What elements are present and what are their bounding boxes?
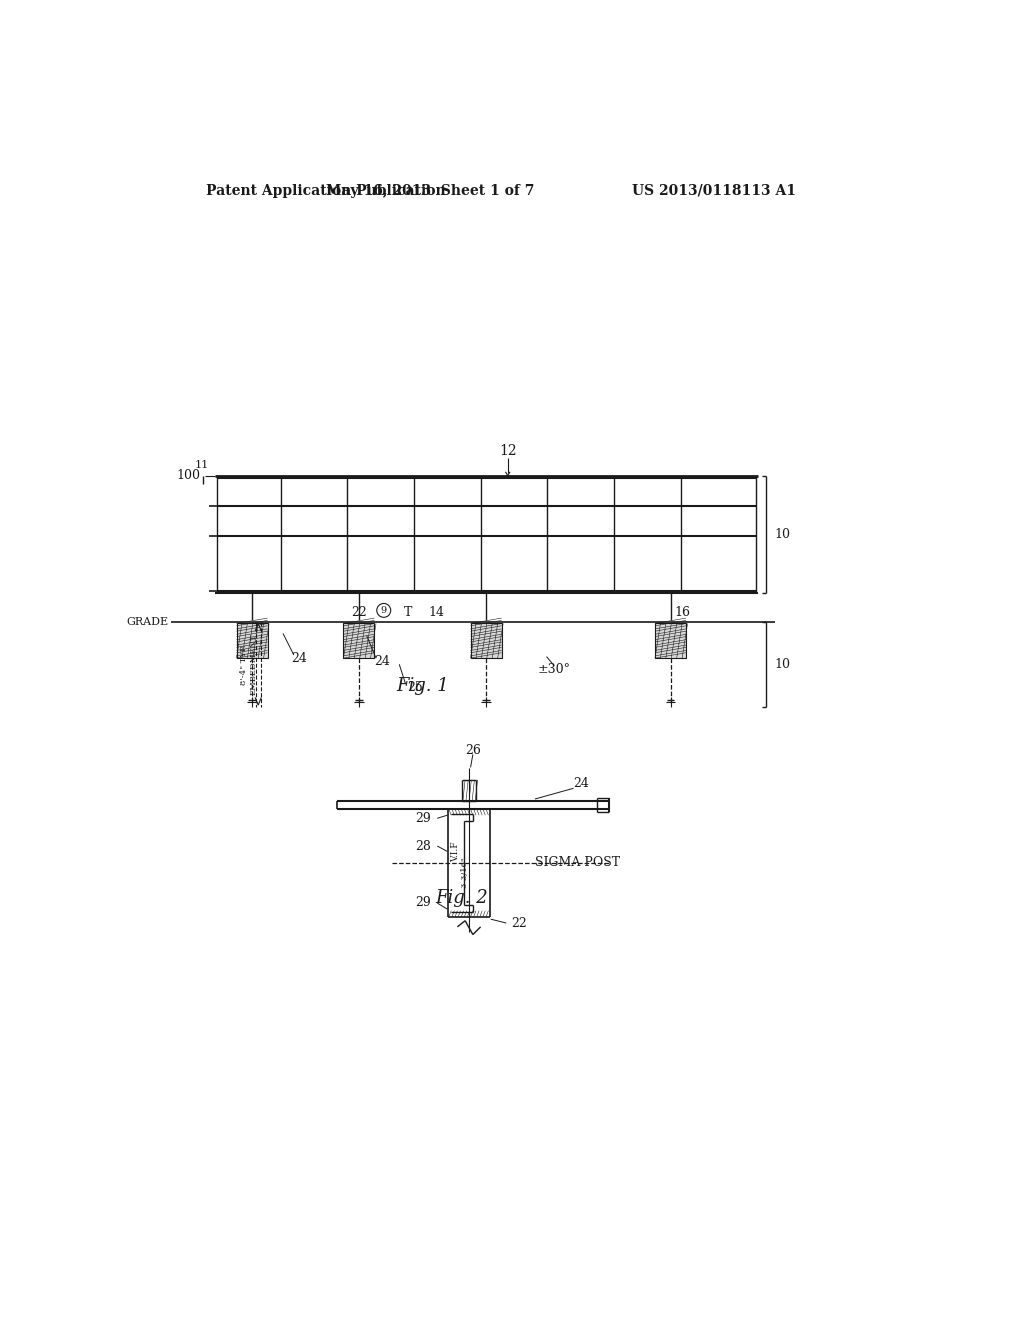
Text: May 16, 2013  Sheet 1 of 7: May 16, 2013 Sheet 1 of 7 xyxy=(326,183,535,198)
Text: Patent Application Publication: Patent Application Publication xyxy=(206,183,445,198)
Text: 24: 24 xyxy=(291,652,306,665)
Text: 100: 100 xyxy=(176,469,200,482)
Text: 22: 22 xyxy=(351,606,367,619)
Text: 24: 24 xyxy=(375,656,390,668)
Bar xyxy=(343,623,375,659)
Text: 14: 14 xyxy=(429,606,444,619)
Text: ±30°: ±30° xyxy=(538,663,570,676)
Text: Fig. 2: Fig. 2 xyxy=(435,888,487,907)
Text: 29: 29 xyxy=(416,812,431,825)
Bar xyxy=(655,623,686,659)
Text: 24: 24 xyxy=(573,777,590,791)
Text: 25: 25 xyxy=(407,681,423,694)
Text: 22: 22 xyxy=(512,916,527,929)
Text: US 2013/0118113 A1: US 2013/0118113 A1 xyxy=(632,183,796,198)
Text: 29: 29 xyxy=(416,896,431,909)
Bar xyxy=(471,623,502,659)
Text: 9: 9 xyxy=(381,606,387,615)
Text: V.I.F: V.I.F xyxy=(452,841,461,862)
Bar xyxy=(237,623,267,659)
Text: SIGMA POST: SIGMA POST xyxy=(535,857,620,870)
Text: 12: 12 xyxy=(499,444,516,458)
Text: 26: 26 xyxy=(465,744,481,758)
Text: 10: 10 xyxy=(774,528,791,541)
Text: 28: 28 xyxy=(415,840,431,853)
Text: 10: 10 xyxy=(774,657,791,671)
Text: 16: 16 xyxy=(675,606,690,619)
Text: Fig. 1: Fig. 1 xyxy=(396,677,449,694)
Text: 11: 11 xyxy=(196,461,209,470)
Text: 8'-4" TYP.
EMBEDMENT: 8'-4" TYP. EMBEDMENT xyxy=(241,634,257,696)
Text: T: T xyxy=(404,606,413,619)
Text: GRADE: GRADE xyxy=(126,616,168,627)
Text: 3 3/16": 3 3/16" xyxy=(461,857,469,887)
